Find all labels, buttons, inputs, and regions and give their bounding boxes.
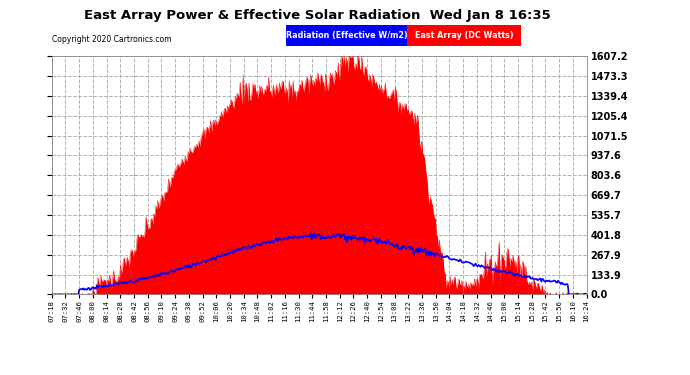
- Text: Copyright 2020 Cartronics.com: Copyright 2020 Cartronics.com: [52, 34, 171, 44]
- Text: East Array Power & Effective Solar Radiation  Wed Jan 8 16:35: East Array Power & Effective Solar Radia…: [84, 9, 551, 22]
- Text: East Array (DC Watts): East Array (DC Watts): [415, 31, 513, 40]
- Text: Radiation (Effective W/m2): Radiation (Effective W/m2): [286, 31, 408, 40]
